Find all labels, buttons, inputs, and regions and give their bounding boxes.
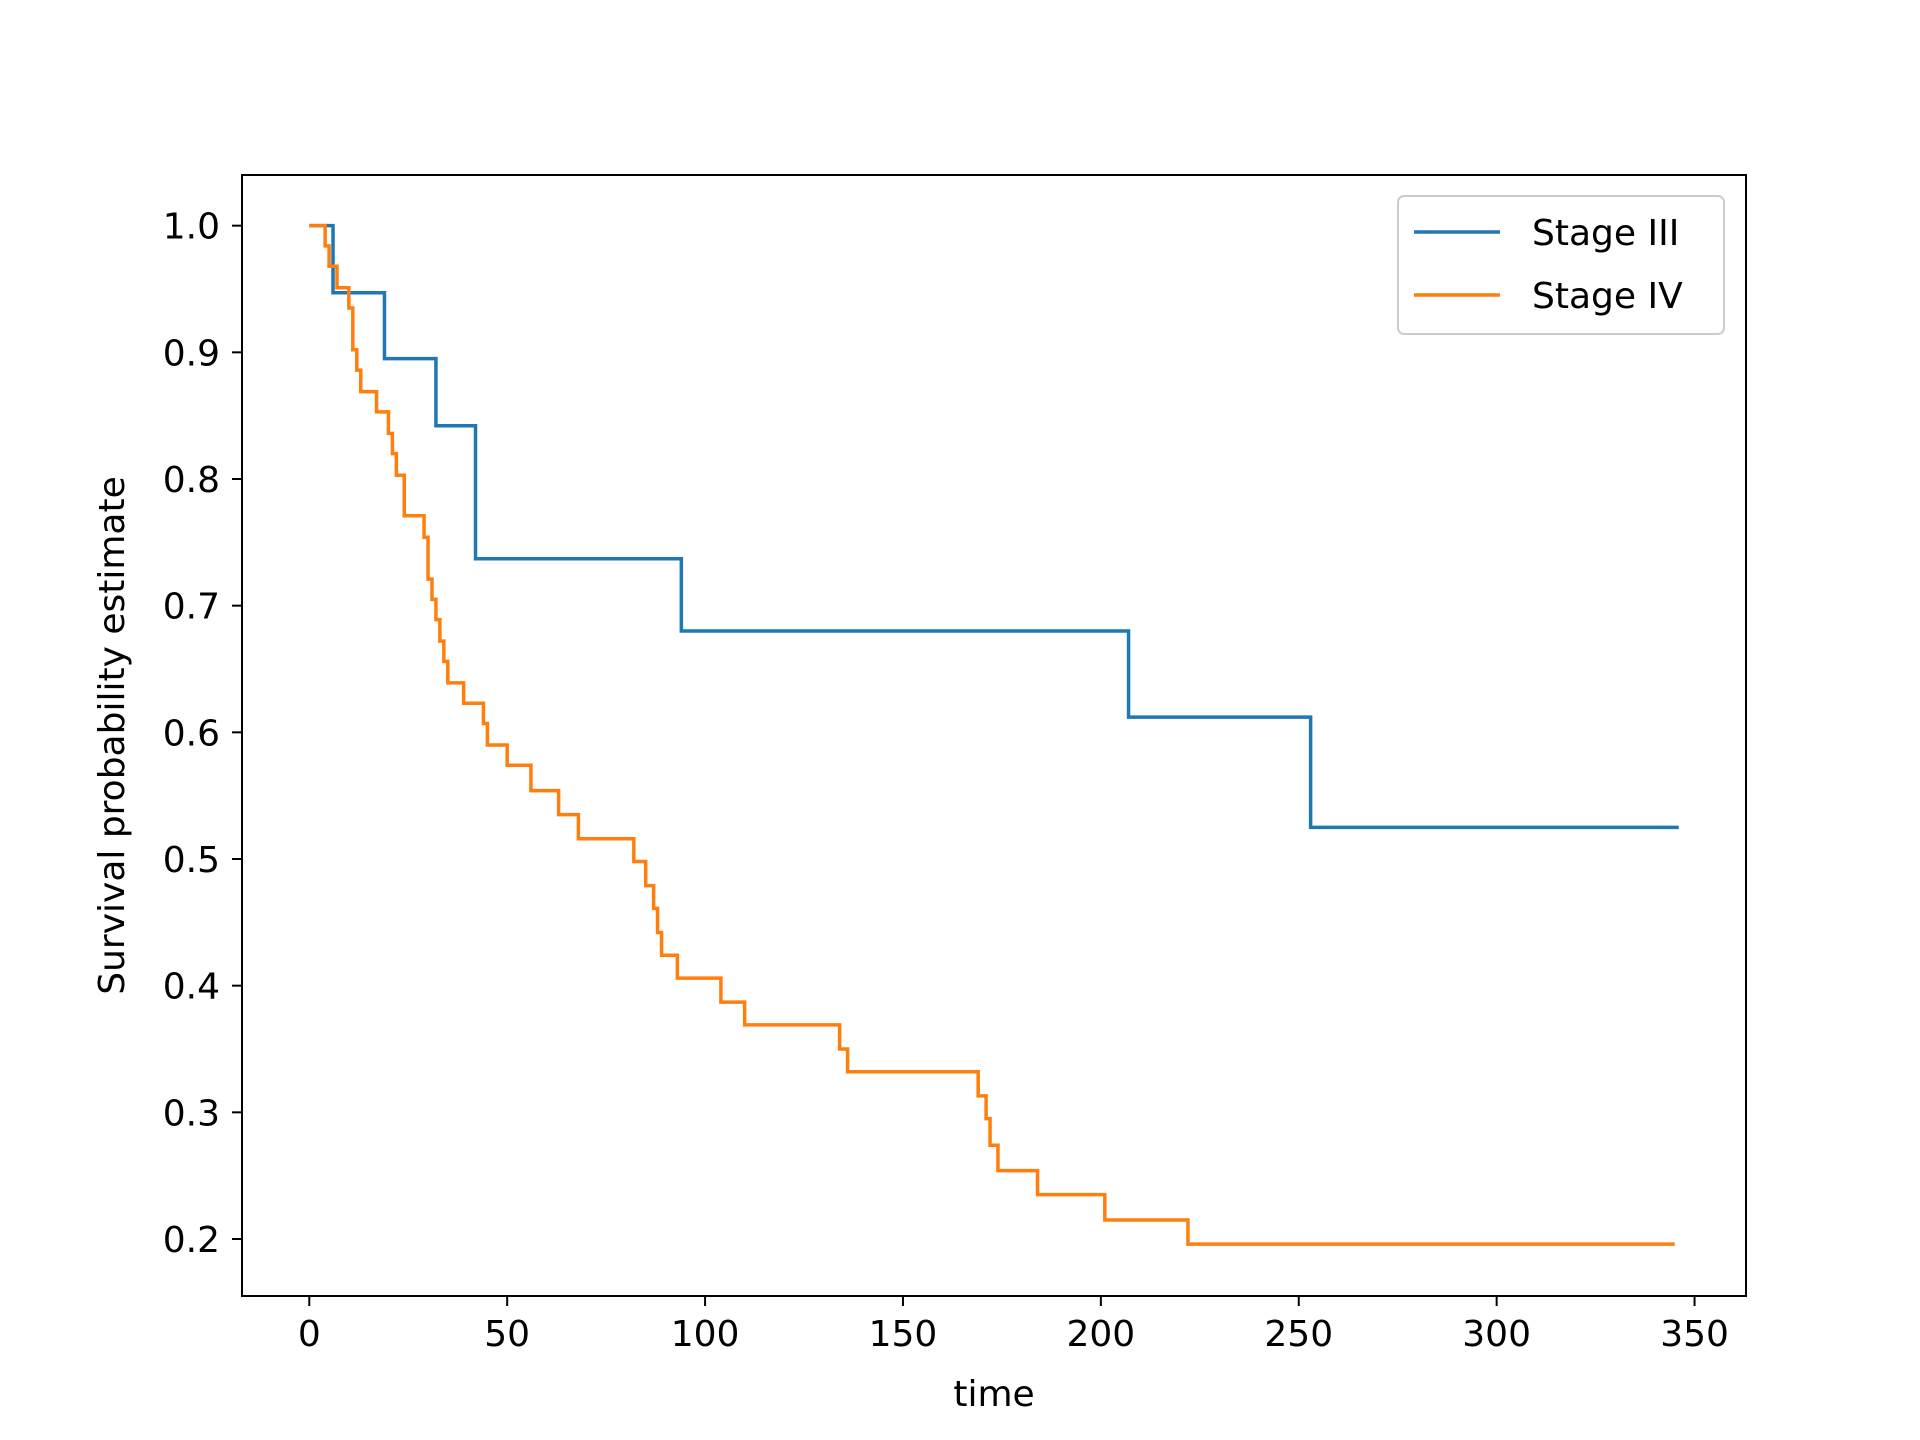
- series-line-0: [309, 223, 1679, 830]
- x-tick-label: 300: [1462, 1314, 1531, 1355]
- y-tick-label: 0.9: [163, 333, 220, 374]
- x-axis: 0 50 100 150 200 250 300 350: [298, 1296, 1729, 1355]
- y-axis-label: Survival probability estimate: [92, 476, 133, 995]
- x-tick-label: 50: [484, 1314, 530, 1355]
- y-tick-label: 0.6: [163, 713, 220, 754]
- x-tick-label: 350: [1660, 1314, 1729, 1355]
- y-tick-label: 0.4: [163, 967, 220, 1008]
- y-tick-label: 0.3: [163, 1093, 220, 1134]
- legend-label-1: Stage IV: [1532, 276, 1683, 317]
- y-tick-label: 0.5: [163, 840, 220, 881]
- legend: Stage III Stage IV: [1397, 195, 1725, 335]
- plot-frame: [241, 174, 1747, 1297]
- y-axis: 0.2 0.3 0.4 0.5 0.6 0.7 0.8 0.9 1.0: [163, 207, 242, 1261]
- x-tick-label: 250: [1264, 1314, 1333, 1355]
- y-tick-label: 0.7: [163, 587, 220, 628]
- y-tick-label: 1.0: [163, 207, 220, 248]
- x-tick-label: 0: [298, 1314, 321, 1355]
- legend-label-0: Stage III: [1532, 213, 1679, 254]
- y-tick-label: 0.8: [163, 460, 220, 501]
- series-line-1: [309, 223, 1675, 1246]
- y-tick-label: 0.2: [163, 1220, 220, 1261]
- x-tick-label: 150: [869, 1314, 938, 1355]
- x-tick-label: 200: [1067, 1314, 1136, 1355]
- x-axis-label: time: [953, 1374, 1034, 1415]
- x-tick-label: 100: [671, 1314, 740, 1355]
- series-layer: [309, 223, 1679, 1246]
